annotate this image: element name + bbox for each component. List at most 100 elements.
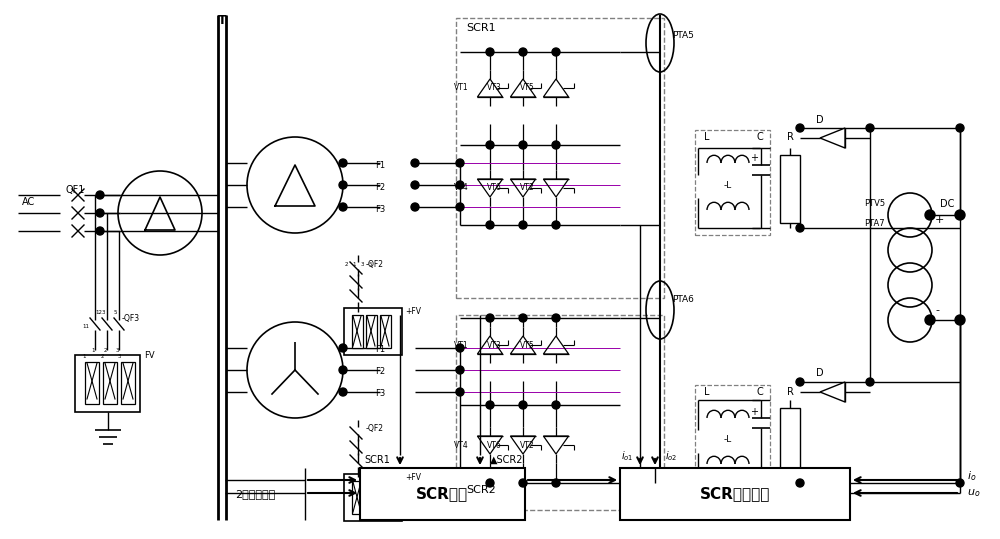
Text: SCR1: SCR1 <box>364 455 390 465</box>
Bar <box>352 481 363 514</box>
Text: F1: F1 <box>375 161 385 169</box>
Circle shape <box>486 314 494 322</box>
Circle shape <box>486 221 494 229</box>
Text: 5: 5 <box>114 310 118 315</box>
Text: T: T <box>218 13 226 26</box>
Text: R: R <box>787 387 793 397</box>
Text: VT4: VT4 <box>454 183 468 192</box>
Bar <box>121 362 135 404</box>
Text: PTA7: PTA7 <box>864 219 885 229</box>
Text: VT4: VT4 <box>454 440 468 450</box>
Bar <box>456 315 664 510</box>
Circle shape <box>456 181 464 189</box>
Bar <box>695 385 770 490</box>
Text: 5: 5 <box>368 262 372 267</box>
Text: $i_{o2}$: $i_{o2}$ <box>665 449 677 463</box>
Circle shape <box>456 388 464 396</box>
Circle shape <box>519 48 527 56</box>
Text: L: L <box>704 387 710 397</box>
Text: VT3: VT3 <box>487 84 501 93</box>
Bar <box>780 408 800 476</box>
Circle shape <box>339 203 347 211</box>
Text: VT5: VT5 <box>520 341 534 349</box>
Text: SCR驱动: SCR驱动 <box>416 487 468 501</box>
Circle shape <box>519 314 527 322</box>
Text: 3: 3 <box>360 262 364 267</box>
Text: 12: 12 <box>95 310 102 315</box>
Circle shape <box>486 401 494 409</box>
Circle shape <box>96 227 104 235</box>
Text: 3: 3 <box>115 348 119 353</box>
Text: C: C <box>757 387 763 397</box>
Text: +: + <box>935 215 944 225</box>
Text: 2: 2 <box>103 348 107 353</box>
Circle shape <box>925 315 935 325</box>
Circle shape <box>339 159 347 167</box>
Circle shape <box>456 366 464 374</box>
Text: VT6: VT6 <box>487 440 501 450</box>
Text: D: D <box>816 115 824 125</box>
Text: VT5: VT5 <box>520 84 534 93</box>
Text: 11: 11 <box>82 324 89 329</box>
Circle shape <box>796 224 804 232</box>
Text: VT3: VT3 <box>487 341 501 349</box>
Text: VT1: VT1 <box>454 84 468 93</box>
Circle shape <box>519 401 527 409</box>
Text: D: D <box>816 368 824 378</box>
Bar <box>620 468 850 520</box>
Bar <box>695 130 770 235</box>
Text: F2: F2 <box>375 368 385 377</box>
Circle shape <box>519 141 527 149</box>
Text: PTV5: PTV5 <box>864 199 885 209</box>
Circle shape <box>552 141 560 149</box>
Text: R: R <box>787 132 793 142</box>
Circle shape <box>956 124 964 132</box>
Bar <box>344 308 402 355</box>
Text: 2: 2 <box>100 354 104 358</box>
Circle shape <box>486 141 494 149</box>
Text: FV: FV <box>144 351 155 361</box>
Text: 1: 1 <box>352 262 356 267</box>
Circle shape <box>96 209 104 217</box>
Text: DC: DC <box>940 199 954 209</box>
Text: -QF2: -QF2 <box>366 424 384 432</box>
Text: L: L <box>704 132 710 142</box>
Circle shape <box>456 203 464 211</box>
Circle shape <box>866 124 874 132</box>
Text: -QF3: -QF3 <box>122 314 140 322</box>
Circle shape <box>339 366 347 374</box>
Text: F3: F3 <box>375 204 385 213</box>
Circle shape <box>552 479 560 487</box>
Circle shape <box>411 203 419 211</box>
Text: F2: F2 <box>375 183 385 191</box>
Circle shape <box>796 479 804 487</box>
Circle shape <box>486 48 494 56</box>
Text: SCR1: SCR1 <box>466 23 496 33</box>
Text: VT2: VT2 <box>520 440 534 450</box>
Text: 3: 3 <box>117 354 121 358</box>
Circle shape <box>796 124 804 132</box>
Polygon shape <box>820 128 845 148</box>
Circle shape <box>456 344 464 352</box>
Bar <box>352 315 363 348</box>
Bar <box>85 362 99 404</box>
Bar <box>780 155 800 223</box>
Circle shape <box>411 159 419 167</box>
Bar <box>366 315 377 348</box>
Text: 2: 2 <box>344 262 348 267</box>
Text: F3: F3 <box>375 390 385 398</box>
Circle shape <box>96 191 104 199</box>
Text: +: + <box>750 153 758 163</box>
Text: $i_o$: $i_o$ <box>967 469 976 483</box>
Text: PTA5: PTA5 <box>672 31 694 39</box>
Circle shape <box>411 181 419 189</box>
Text: AC: AC <box>22 197 35 207</box>
Text: QF1: QF1 <box>65 185 84 195</box>
Circle shape <box>955 315 965 325</box>
Circle shape <box>339 388 347 396</box>
Bar <box>380 315 391 348</box>
Circle shape <box>519 221 527 229</box>
Circle shape <box>552 48 560 56</box>
Circle shape <box>956 479 964 487</box>
Polygon shape <box>820 382 845 402</box>
